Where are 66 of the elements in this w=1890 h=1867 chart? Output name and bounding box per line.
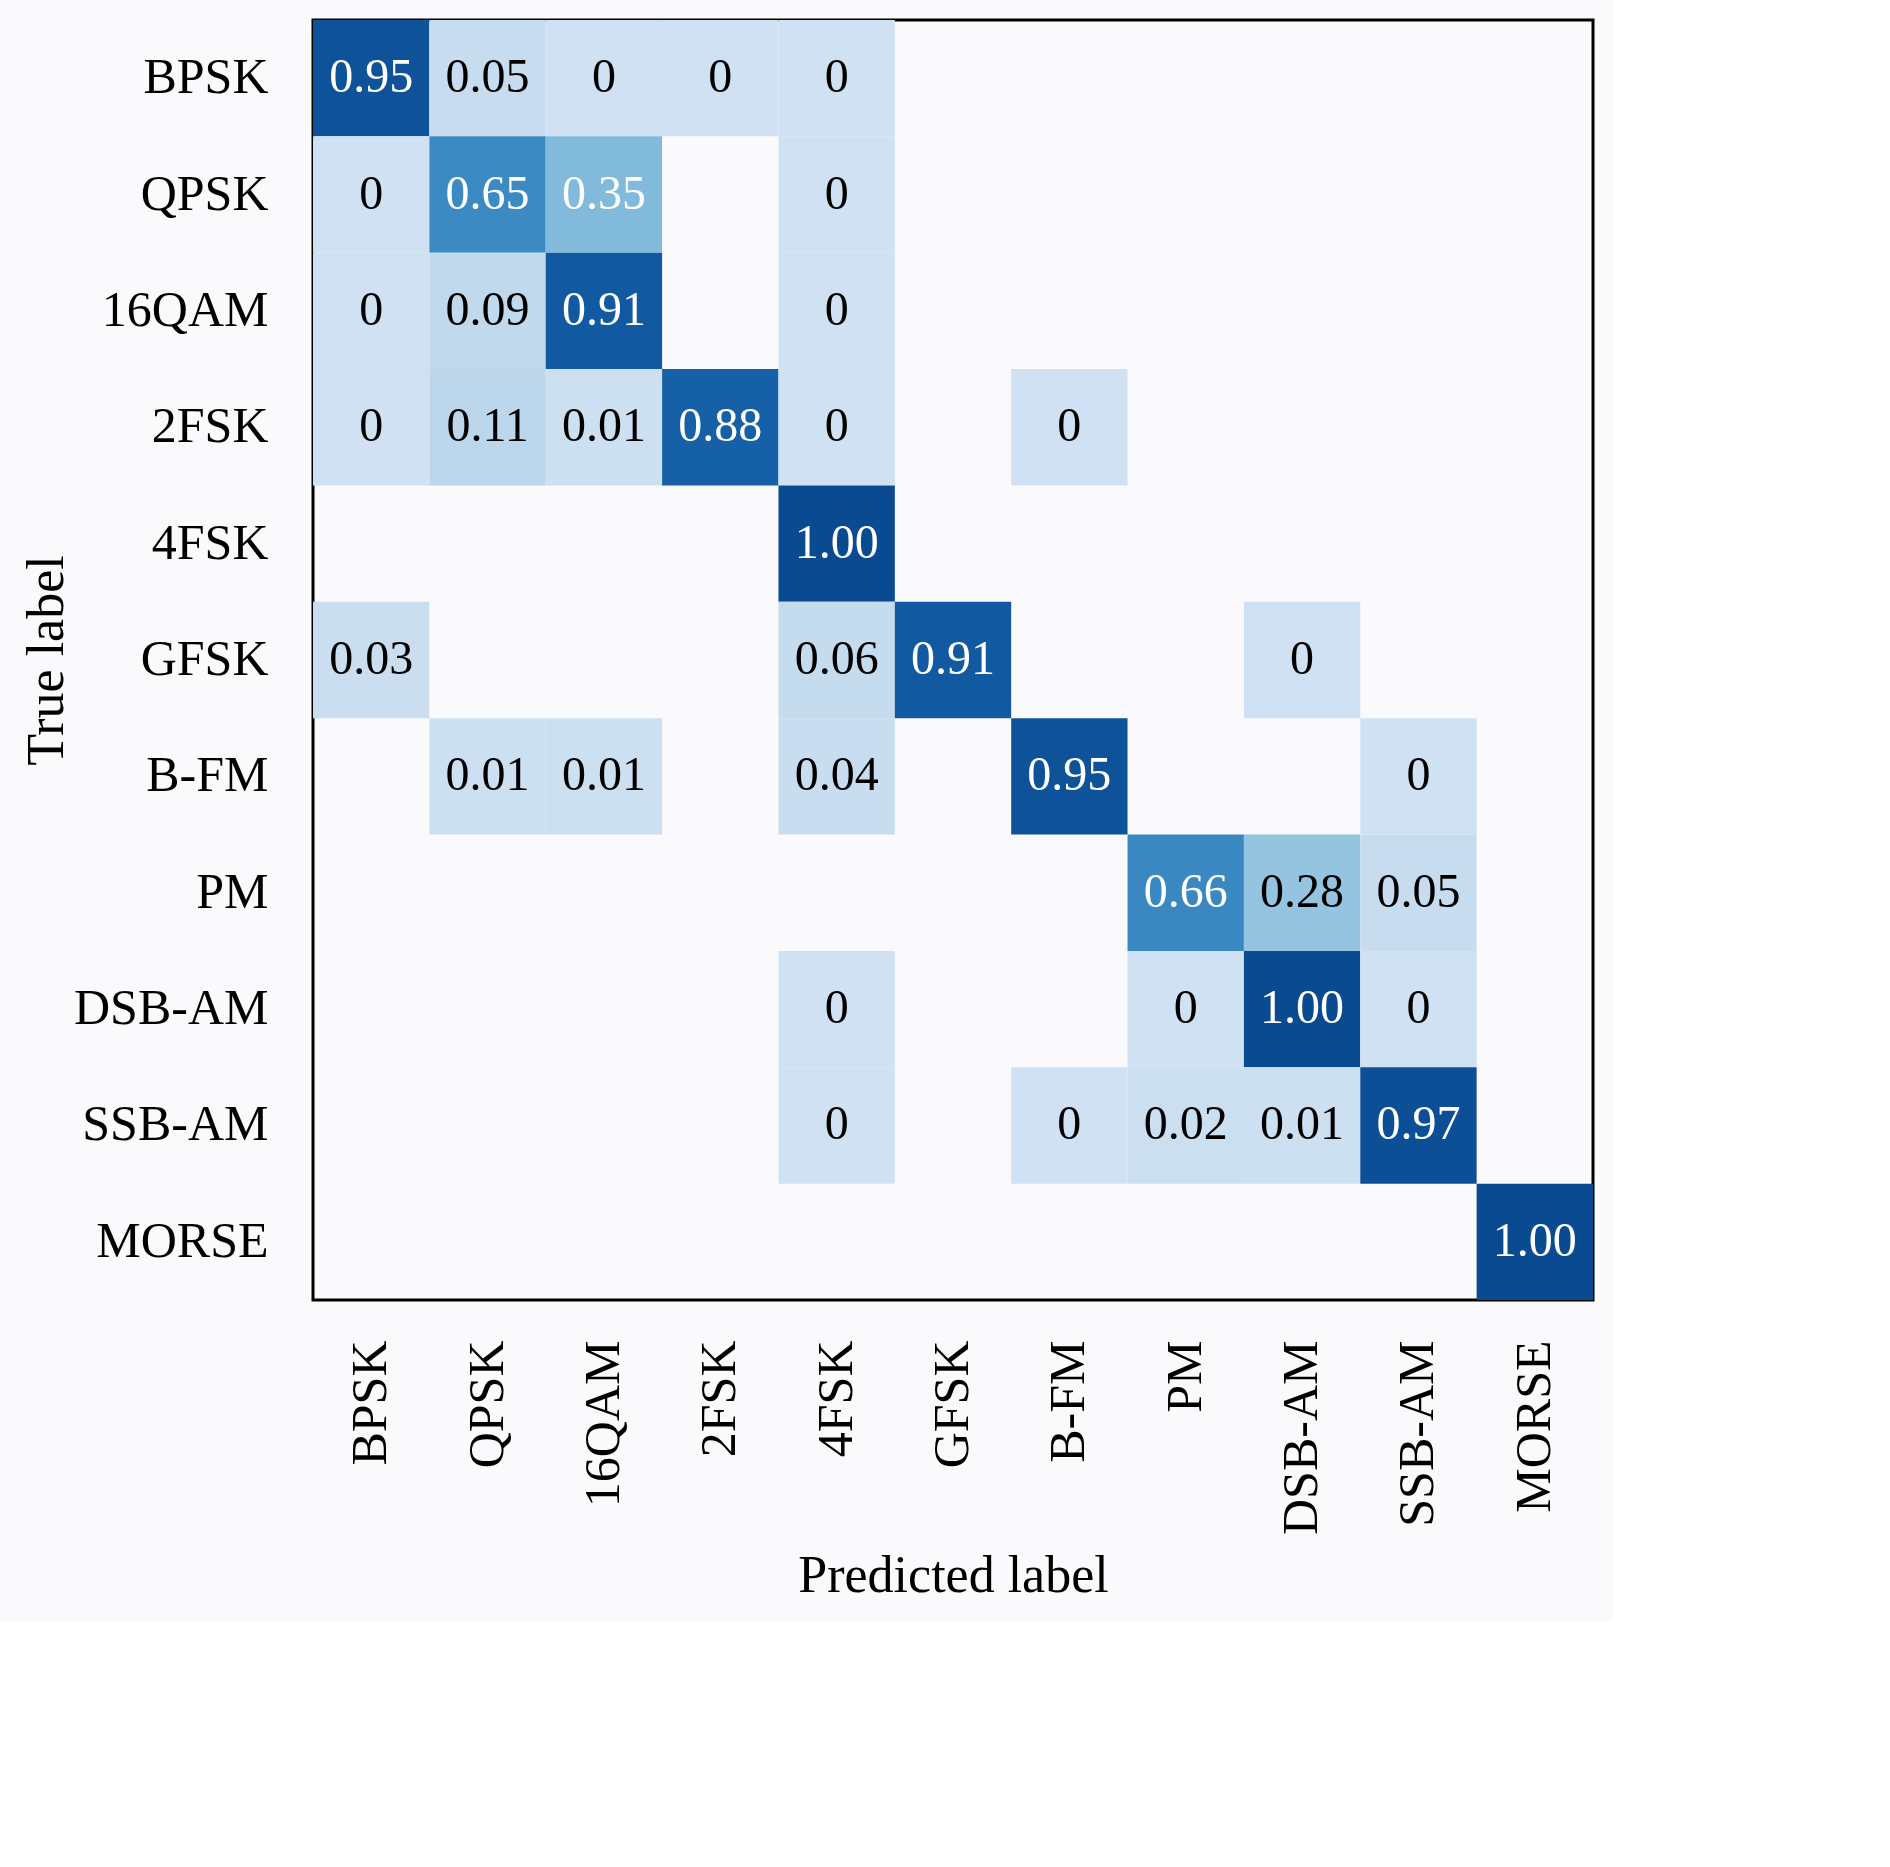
- data-label: 0.01: [561, 398, 646, 452]
- data-label: 0: [359, 281, 384, 335]
- y-tick-label: BPSK: [143, 48, 269, 105]
- data-label: 1.00: [1492, 1212, 1577, 1266]
- data-label: 1.00: [794, 514, 879, 568]
- data-label: 0.95: [329, 49, 414, 103]
- data-label: 0.97: [1376, 1096, 1461, 1150]
- data-label: 1.00: [1260, 980, 1345, 1034]
- data-label: 0: [824, 49, 849, 103]
- data-label: 0.05: [445, 49, 530, 103]
- x-tick-label: 4FSK: [806, 1340, 863, 1458]
- data-label: 0.88: [678, 398, 763, 452]
- data-label: 0: [591, 49, 616, 103]
- data-label: 0: [824, 165, 849, 219]
- y-tick-label: 16QAM: [101, 280, 269, 337]
- data-label: 0.01: [445, 747, 530, 801]
- data-label: 0.66: [1143, 863, 1228, 917]
- data-label: 0: [824, 980, 849, 1034]
- data-label: 0.91: [911, 631, 995, 684]
- x-tick-label: B-FM: [1039, 1340, 1096, 1463]
- x-tick-label: QPSK: [457, 1340, 514, 1469]
- data-label: 0.09: [445, 281, 530, 335]
- data-label: 0.35: [561, 165, 646, 219]
- x-tick-label: 16QAM: [573, 1340, 630, 1508]
- x-tick-label: BPSK: [341, 1340, 398, 1466]
- data-label: 0.06: [794, 631, 879, 684]
- data-label: 0: [359, 398, 384, 452]
- data-label: 0: [1057, 398, 1082, 452]
- y-tick-label: B-FM: [146, 746, 269, 803]
- data-label: 0: [708, 49, 733, 103]
- data-label: 0: [824, 1096, 849, 1150]
- data-label: 0: [1057, 1096, 1082, 1150]
- data-label: 0.05: [1376, 863, 1461, 917]
- x-tick-label: 2FSK: [690, 1340, 747, 1458]
- data-label: 0.01: [561, 747, 646, 801]
- data-label: 0: [359, 165, 384, 219]
- data-label: 0.03: [329, 631, 414, 684]
- y-tick-label: 4FSK: [151, 513, 269, 570]
- y-tick-label: QPSK: [140, 164, 269, 221]
- y-tick-label: GFSK: [140, 630, 269, 686]
- data-label: 0: [824, 398, 849, 452]
- data-label: 0: [1406, 747, 1431, 801]
- x-tick-label: GFSK: [923, 1340, 979, 1469]
- y-tick-label: DSB-AM: [74, 979, 269, 1036]
- data-label: 0: [1173, 980, 1198, 1034]
- x-tick-label: MORSE: [1504, 1340, 1561, 1513]
- data-label: 0.02: [1143, 1096, 1228, 1150]
- x-axis-title: Predicted label: [798, 1545, 1109, 1603]
- data-label: 0.91: [561, 281, 646, 335]
- x-tick-label: DSB-AM: [1272, 1340, 1329, 1535]
- data-label: 0.11: [446, 398, 529, 452]
- x-tick-label: PM: [1155, 1340, 1212, 1413]
- data-label: 0.01: [1260, 1096, 1345, 1150]
- y-tick-label: 2FSK: [151, 397, 269, 454]
- x-tick-label: SSB-AM: [1388, 1340, 1445, 1527]
- y-tick-label: MORSE: [96, 1211, 269, 1268]
- data-label: 0.04: [794, 747, 879, 801]
- data-label: 0: [1406, 980, 1431, 1034]
- data-label: 0.65: [445, 165, 530, 219]
- y-axis-title: True label: [16, 555, 74, 766]
- data-label: 0.28: [1260, 863, 1345, 917]
- data-label: 0: [824, 281, 849, 335]
- y-tick-label: PM: [196, 862, 269, 919]
- data-label: 0.95: [1027, 747, 1112, 801]
- data-label: 0: [1290, 631, 1315, 684]
- y-tick-label: SSB-AM: [82, 1095, 269, 1152]
